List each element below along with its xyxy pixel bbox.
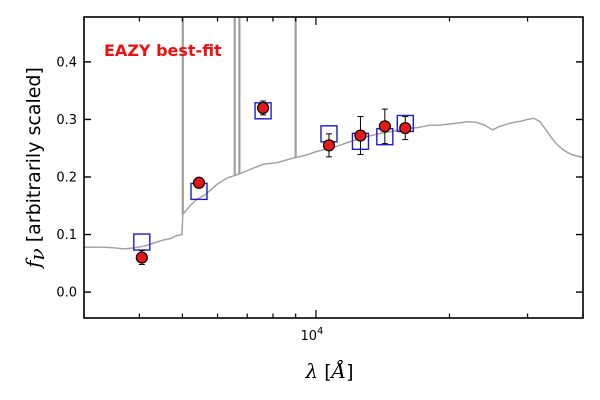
model-photometry-box (133, 233, 151, 251)
template-spectrum-line (84, 117, 583, 250)
x-axis-close-bracket: ] (346, 361, 353, 383)
x-axis-symbol: λ (304, 359, 318, 383)
observed-photometry-point (354, 129, 367, 142)
x-axis-open-bracket: [ (318, 361, 331, 383)
y-tick-label: 0.2 (56, 170, 77, 185)
observed-photometry-point (322, 139, 336, 152)
plot-area (84, 17, 583, 265)
y-axis-title: fν [arbitrarily scaled] (21, 67, 49, 270)
observed-photometry-point (256, 101, 270, 115)
y-axis-ticks: 0.0 0.1 0.2 0.3 0.4 (56, 55, 583, 301)
y-axis-subscript: ν (25, 248, 49, 260)
x-axis-ticks: 104 (83, 17, 584, 344)
y-axis-text: [arbitrarily scaled] (23, 67, 45, 248)
annotation-label: EAZY best-fit (104, 41, 222, 60)
x-tick-label: 104 (300, 326, 323, 344)
y-tick-label: 0.3 (56, 113, 77, 128)
observed-photometry-point (378, 120, 391, 133)
observed-photometry-point (135, 251, 148, 264)
observed-photometry-point (399, 121, 412, 135)
plot-frame (83, 16, 584, 319)
y-tick-label: 0.0 (56, 286, 77, 301)
observed-photometry-point (192, 176, 206, 189)
y-tick-label: 0.4 (56, 55, 77, 70)
x-axis-title: λ [Å] (304, 358, 353, 383)
x-axis-unit: Å (330, 358, 346, 383)
y-tick-label: 0.1 (56, 228, 77, 243)
